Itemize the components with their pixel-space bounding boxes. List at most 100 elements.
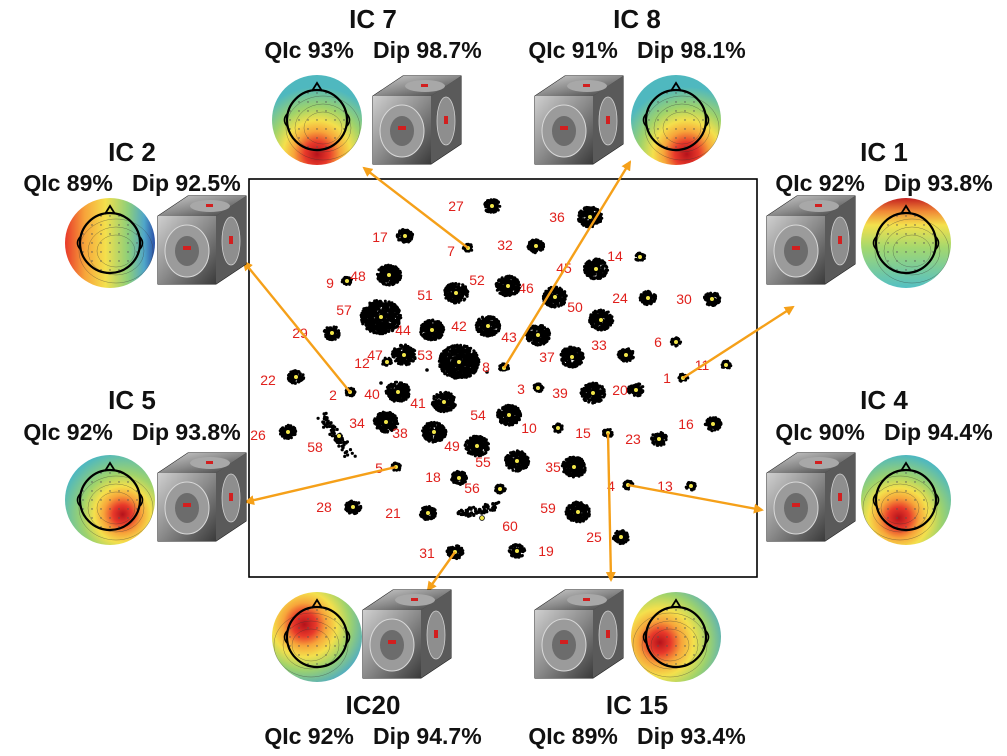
cluster-label: 8 — [482, 359, 490, 375]
panel-stats: QIc 92% Dip 93.8% — [23, 419, 240, 445]
cluster-56: 56 — [464, 480, 506, 496]
cluster-label: 31 — [419, 545, 435, 561]
cluster-centroid — [514, 458, 520, 464]
cluster-16: 16 — [678, 416, 723, 433]
cluster-47: 47 — [367, 343, 417, 367]
dipole-marker — [560, 126, 568, 130]
cluster-label: 53 — [417, 347, 433, 363]
cluster-31: 31 — [419, 544, 465, 561]
head-outline-icon — [78, 211, 142, 275]
panel-stats: QIc 92% Dip 93.8% — [775, 170, 992, 196]
cluster-label: 50 — [567, 299, 583, 315]
cluster-26: 26 — [250, 423, 298, 443]
panel-arrows — [242, 160, 795, 592]
cluster-label: 56 — [464, 480, 480, 496]
dipole-marker — [398, 126, 406, 130]
cluster-label: 51 — [417, 287, 433, 303]
panel-stats: QIc 93% Dip 98.7% — [264, 37, 481, 63]
cluster-label: 34 — [349, 415, 365, 431]
cluster-14: 14 — [607, 248, 647, 264]
cluster-label: 4 — [607, 478, 615, 494]
cluster-centroid — [505, 283, 511, 289]
cluster-label: 33 — [591, 337, 607, 353]
cluster-48: 48 — [350, 263, 403, 287]
arrow-from-cluster-21 — [426, 551, 456, 592]
panel-stats: QIc 90% Dip 94.4% — [775, 419, 992, 445]
cluster-label: 24 — [612, 290, 628, 306]
cluster-centroid — [456, 475, 462, 481]
cluster-label: 2 — [329, 387, 337, 403]
cluster-centroid — [575, 509, 581, 515]
topographic-head-map — [65, 455, 155, 545]
cluster-label: 32 — [497, 237, 513, 253]
cluster-32: 32 — [497, 237, 546, 255]
arrow-from-cluster-15 — [605, 432, 616, 582]
cluster-centroid — [555, 425, 561, 431]
head-outline-icon — [285, 88, 349, 152]
arrow-from-cluster-4 — [627, 483, 764, 514]
cluster-28: 28 — [316, 499, 363, 516]
cluster-centroid — [344, 278, 350, 284]
cluster-centroid — [723, 362, 729, 368]
cluster-centroid — [383, 419, 389, 425]
cluster-centroid — [395, 389, 401, 395]
cluster-label: 9 — [326, 275, 334, 291]
cluster-label: 17 — [372, 229, 388, 245]
cluster-58: 58 — [307, 411, 357, 458]
cluster-38: 38 — [392, 420, 448, 444]
topographic-head-map — [631, 592, 721, 682]
panel-title: IC 5 — [108, 385, 156, 415]
cluster-centroid — [645, 295, 651, 301]
panel-title: IC 15 — [606, 690, 668, 720]
cluster-24: 24 — [612, 289, 658, 307]
cluster-4: 4 — [607, 478, 635, 494]
panel-ic15: IC 15 QIc 89% Dip 93.4% — [528, 589, 746, 749]
topographic-head-map — [272, 75, 362, 165]
cluster-12: 12 — [354, 355, 393, 371]
panel-stats: QIc 89% Dip 92.5% — [23, 170, 240, 196]
head-outline-icon — [78, 468, 142, 532]
cluster-label: 12 — [354, 355, 370, 371]
arrow-from-cluster-7 — [362, 166, 469, 249]
cluster-centroid — [497, 486, 503, 492]
cluster-centroid — [673, 339, 679, 345]
cluster-centroid — [710, 421, 716, 427]
cluster-centroid — [535, 332, 541, 338]
cluster-30: 30 — [676, 291, 722, 307]
cluster-centroid — [533, 243, 539, 249]
cluster-20: 20 — [612, 382, 645, 398]
cluster-centroid — [656, 436, 662, 442]
cluster-centroid — [489, 203, 495, 209]
cluster-label: 48 — [350, 268, 366, 284]
cluster-label: 20 — [612, 382, 628, 398]
cluster-label: 42 — [451, 318, 467, 334]
cluster-label: 23 — [625, 431, 641, 447]
head-outline-icon — [285, 605, 349, 669]
arrow-from-cluster-2 — [242, 260, 351, 393]
mri-slice-cube — [534, 589, 624, 679]
cluster-51: 51 — [417, 282, 470, 305]
cluster-27: 27 — [448, 198, 502, 214]
dipole-marker — [560, 640, 568, 644]
cluster-label: 21 — [385, 505, 401, 521]
cluster-33: 33 — [591, 337, 635, 363]
cluster-label: 59 — [540, 500, 556, 516]
panel-ic1: IC 1 QIc 92% Dip 93.8% — [766, 137, 993, 288]
cluster-centroid — [514, 548, 520, 554]
cluster-centroid — [485, 323, 491, 329]
cluster-label: 1 — [663, 370, 671, 386]
cluster-label: 30 — [676, 291, 692, 307]
cluster-centroid — [571, 464, 577, 470]
cluster-55: 55 — [475, 449, 531, 473]
cluster-centroid — [431, 429, 437, 435]
cluster-19: 19 — [507, 543, 554, 559]
cluster-centroid — [441, 399, 447, 405]
mri-slice-cube — [372, 75, 462, 165]
mri-slice-cube — [157, 195, 247, 285]
cluster-label: 25 — [586, 529, 602, 545]
cluster-label: 5 — [375, 460, 383, 476]
cluster-52: 52 — [469, 272, 521, 298]
cluster-25: 25 — [586, 529, 630, 546]
cluster-centroid — [637, 254, 643, 260]
cluster-label: 27 — [448, 198, 464, 214]
